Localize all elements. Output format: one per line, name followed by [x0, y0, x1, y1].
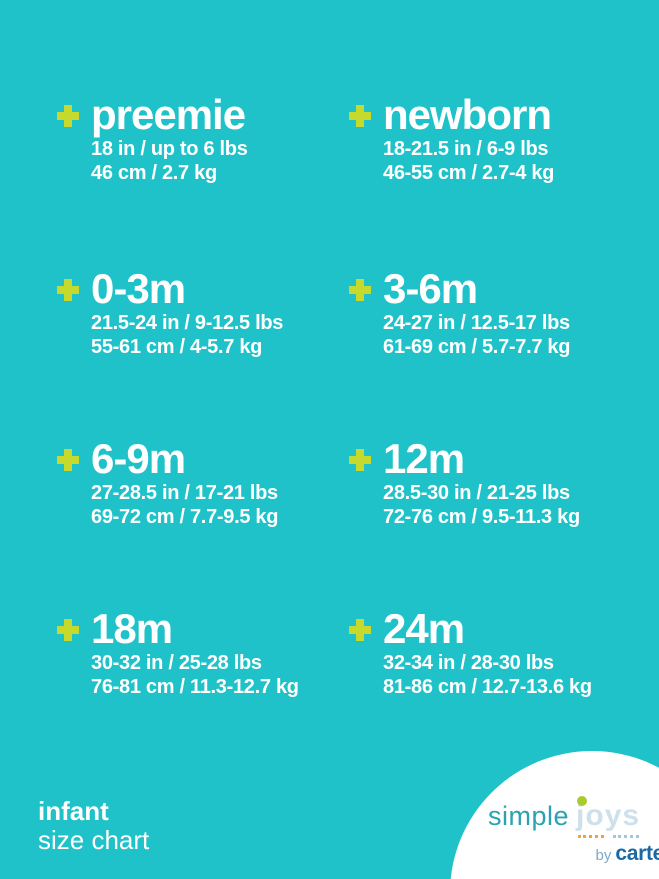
- size-entry-12m: 12m 28.5-30 in / 21-25 lbs 72-76 cm / 9.…: [349, 435, 580, 529]
- size-entry-newborn: newborn 18-21.5 in / 6-9 lbs 46-55 cm / …: [349, 91, 555, 185]
- size-metric: 46-55 cm / 2.7-4 kg: [383, 162, 555, 184]
- plus-icon: [57, 619, 79, 641]
- size-imperial: 27-28.5 in / 17-21 lbs: [91, 482, 278, 504]
- size-label: 3-6m: [383, 265, 478, 312]
- size-label: 6-9m: [91, 435, 186, 482]
- brand-logo-circle: simple joys bycarter's™: [450, 751, 659, 879]
- size-label: newborn: [383, 91, 552, 138]
- size-label: preemie: [91, 91, 246, 138]
- plus-icon: [349, 105, 371, 127]
- size-metric: 69-72 cm / 7.7-9.5 kg: [91, 506, 279, 528]
- size-entry-24m: 24m 32-34 in / 28-30 lbs 81-86 cm / 12.7…: [349, 605, 592, 699]
- logo-joys-text: joys: [576, 796, 641, 838]
- size-metric: 46 cm / 2.7 kg: [91, 162, 217, 184]
- logo-carters-text: carter's: [615, 842, 659, 865]
- size-imperial: 32-34 in / 28-30 lbs: [383, 652, 554, 674]
- size-metric: 81-86 cm / 12.7-13.6 kg: [383, 676, 592, 698]
- size-label: 24m: [383, 605, 465, 652]
- plus-icon: [349, 449, 371, 471]
- size-entry-3-6m: 3-6m 24-27 in / 12.5-17 lbs 61-69 cm / 5…: [349, 265, 571, 359]
- size-imperial: 18 in / up to 6 lbs: [91, 138, 248, 160]
- size-metric: 55-61 cm / 4-5.7 kg: [91, 336, 263, 358]
- simple-joys-logo: simple joys bycarter's™: [488, 796, 659, 866]
- size-label: 0-3m: [91, 265, 186, 312]
- size-entry-18m: 18m 30-32 in / 25-28 lbs 76-81 cm / 11.3…: [57, 605, 299, 699]
- plus-icon: [57, 449, 79, 471]
- size-label: 18m: [91, 605, 173, 652]
- logo-joys-label: joys: [576, 799, 641, 832]
- size-metric: 61-69 cm / 5.7-7.7 kg: [383, 336, 571, 358]
- logo-wordmark: simple joys: [488, 796, 659, 838]
- size-imperial: 21.5-24 in / 9-12.5 lbs: [91, 312, 284, 334]
- chart-title-type: size chart: [38, 825, 150, 855]
- size-imperial: 24-27 in / 12.5-17 lbs: [383, 312, 570, 334]
- size-imperial: 28.5-30 in / 21-25 lbs: [383, 482, 570, 504]
- size-imperial: 30-32 in / 25-28 lbs: [91, 652, 262, 674]
- logo-simple-text: simple: [488, 801, 570, 831]
- size-metric: 76-81 cm / 11.3-12.7 kg: [91, 676, 299, 698]
- size-metric: 72-76 cm / 9.5-11.3 kg: [383, 506, 580, 528]
- size-entry-0-3m: 0-3m 21.5-24 in / 9-12.5 lbs 55-61 cm / …: [57, 265, 284, 359]
- chart-title: infant size chart: [38, 796, 150, 855]
- logo-blue-dots-icon: [613, 835, 640, 838]
- size-label: 12m: [383, 435, 465, 482]
- plus-icon: [57, 279, 79, 301]
- size-entry-preemie: preemie 18 in / up to 6 lbs 46 cm / 2.7 …: [57, 91, 248, 185]
- size-imperial: 18-21.5 in / 6-9 lbs: [383, 138, 549, 160]
- plus-icon: [349, 279, 371, 301]
- logo-orange-dots-icon: [578, 835, 605, 838]
- plus-icon: [349, 619, 371, 641]
- logo-by-text: by: [595, 847, 612, 864]
- chart-title-category: infant: [38, 796, 109, 826]
- plus-icon: [57, 105, 79, 127]
- logo-byline: bycarter's™: [488, 842, 659, 866]
- logo-j-dot-icon: [577, 796, 588, 806]
- size-entry-6-9m: 6-9m 27-28.5 in / 17-21 lbs 69-72 cm / 7…: [57, 435, 279, 529]
